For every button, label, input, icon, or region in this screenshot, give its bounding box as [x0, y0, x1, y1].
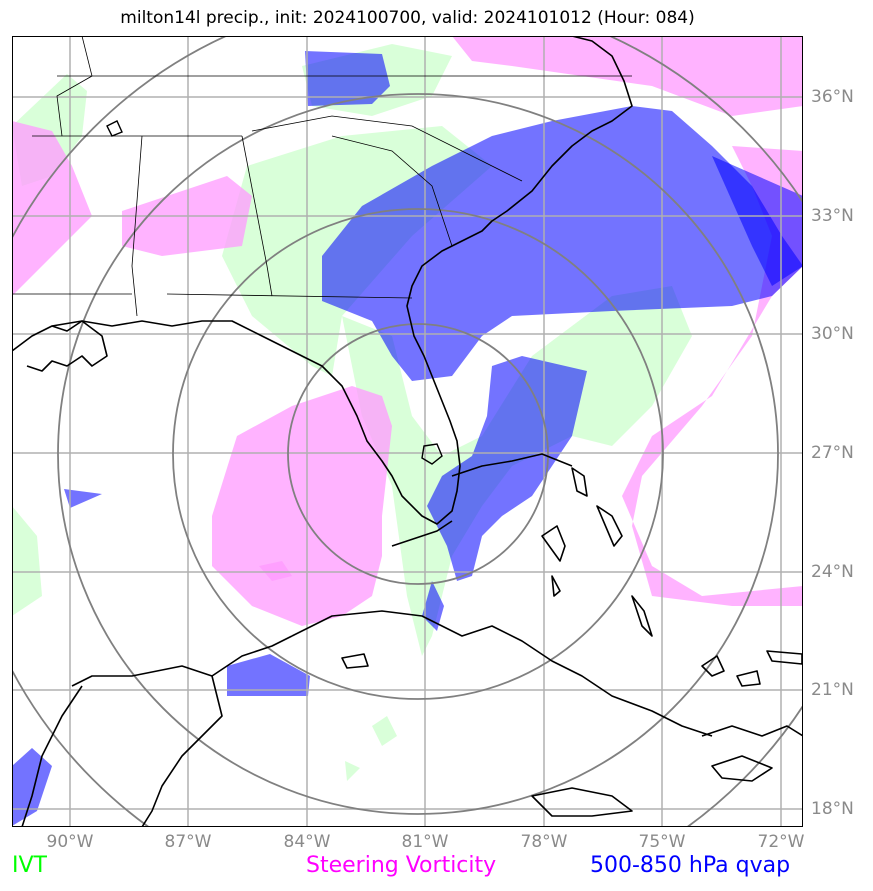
- map-border: [12, 36, 803, 827]
- lon-label-87w: 87°W: [164, 832, 212, 852]
- lat-lon-grid: [12, 36, 803, 827]
- lat-label-18n: 18°N: [811, 799, 854, 819]
- lon-label-84w: 84°W: [283, 832, 331, 852]
- coastlines: [12, 36, 803, 827]
- lat-label-33n: 33°N: [811, 206, 854, 226]
- lon-label-75w: 75°W: [638, 832, 686, 852]
- lon-label-78w: 78°W: [520, 832, 568, 852]
- lat-label-36n: 36°N: [811, 87, 854, 107]
- range-rings: [12, 36, 803, 827]
- lat-label-30n: 30°N: [811, 324, 854, 344]
- lon-label-81w: 81°W: [401, 832, 449, 852]
- lon-label-72w: 72°W: [757, 832, 805, 852]
- lat-label-27n: 27°N: [811, 443, 854, 463]
- state-borders: [12, 36, 632, 317]
- map-title: milton14l precip., init: 2024100700, val…: [120, 8, 695, 28]
- map-panel: [12, 36, 803, 827]
- legend-qvap: 500-850 hPa qvap: [590, 853, 791, 878]
- legend-ivt: IVT: [12, 853, 47, 878]
- lat-label-21n: 21°N: [811, 680, 854, 700]
- legend-steering-vorticity: Steering Vorticity: [306, 853, 497, 878]
- lon-label-90w: 90°W: [46, 832, 94, 852]
- lakes: [106, 120, 443, 465]
- lat-label-24n: 24°N: [811, 562, 854, 582]
